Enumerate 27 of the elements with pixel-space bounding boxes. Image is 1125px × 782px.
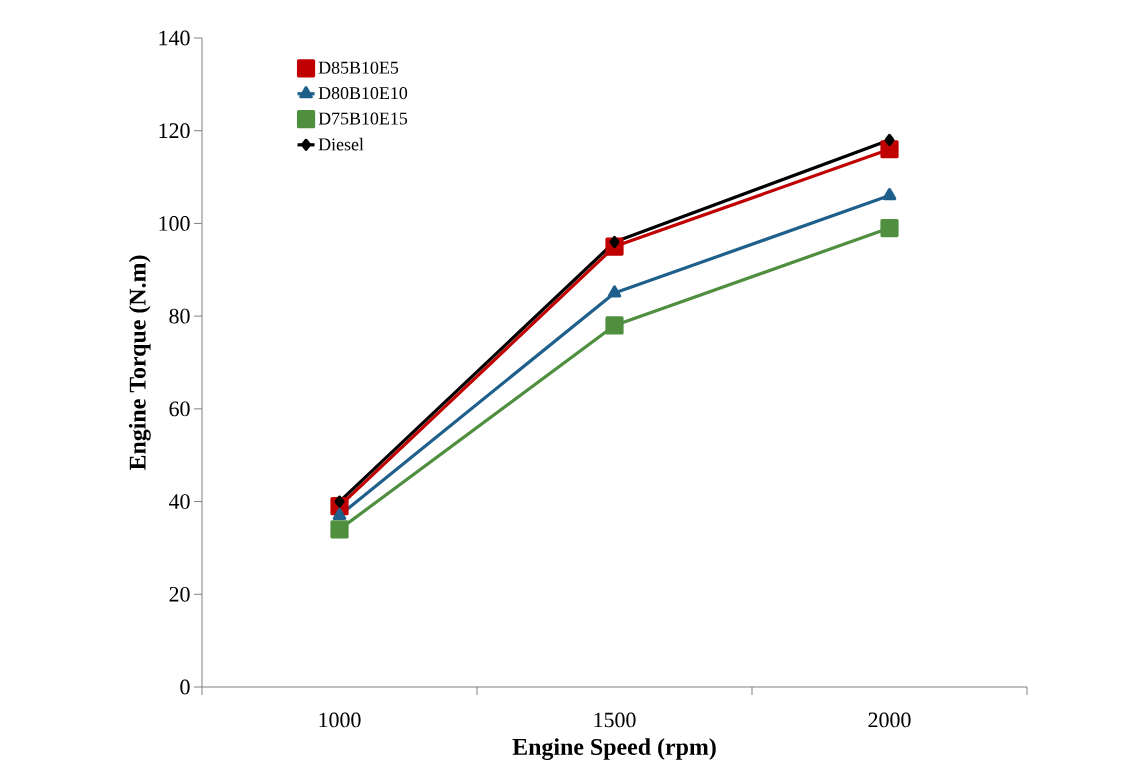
point	[607, 285, 622, 298]
y-axis-title: Engine Torque (N.m)	[128, 255, 151, 471]
point	[605, 316, 624, 335]
legend-label: D80B10E10	[318, 87, 408, 100]
point	[880, 218, 899, 238]
y-tick-label: 100	[159, 216, 190, 231]
point	[880, 140, 899, 159]
x-tick-label: 2000	[868, 712, 911, 728]
legend-label: Diesel	[318, 137, 364, 151]
point	[332, 507, 347, 521]
point	[334, 495, 345, 508]
point	[884, 133, 895, 147]
legend-label: D75B10E15	[318, 112, 408, 125]
x-tick-label: 1000	[319, 712, 361, 728]
x-tick-label: 1500	[594, 712, 636, 728]
y-tick-label: 80	[169, 308, 190, 324]
y-tick-label: 120	[159, 123, 190, 139]
point	[330, 520, 349, 539]
x-axis-title: Engine Speed (rpm)	[512, 738, 716, 761]
legend-label: D85B10E5	[318, 61, 399, 74]
y-tick-label: 0	[180, 679, 190, 695]
y-tick-label: 140	[159, 30, 190, 46]
y-tick-label: 60	[169, 401, 190, 417]
point	[609, 235, 620, 249]
point	[882, 188, 897, 201]
y-tick-label: 20	[169, 586, 190, 602]
y-tick-label: 40	[168, 494, 190, 509]
